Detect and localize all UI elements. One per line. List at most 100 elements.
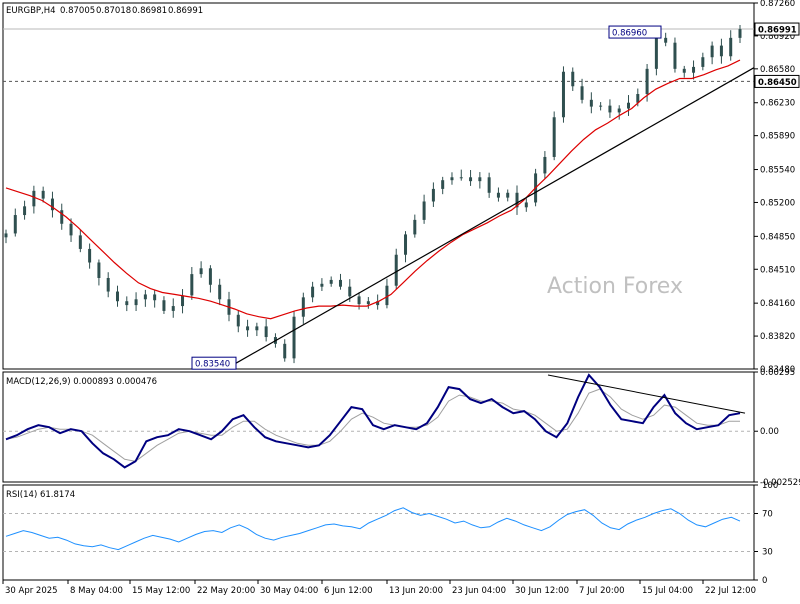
x-axis-tick-label: 15 May 12:00 [132, 586, 190, 596]
macd-y-tick-label: -0.002529 [760, 478, 800, 488]
candles-group [4, 24, 742, 364]
x-axis-tick-label: 30 Jun 12:00 [515, 586, 569, 596]
candle-body [682, 68, 686, 73]
candle-body [208, 268, 212, 285]
macd-title: MACD(12,26,9) 0.000893 0.000476 [6, 377, 157, 387]
candle-body [190, 274, 194, 296]
x-axis-tick-label: 23 Jun 04:00 [452, 586, 506, 596]
candle-body [571, 71, 575, 87]
candle-body [608, 105, 612, 113]
candle-body [441, 180, 445, 189]
candle-body [60, 210, 64, 224]
price-y-tick-label: 0.85890 [760, 132, 795, 142]
price-y-tick-label: 0.85540 [760, 166, 795, 176]
candle-body [283, 343, 287, 359]
price-y-tick-label: 0.86920 [760, 32, 795, 42]
candle-body [506, 192, 510, 198]
candle-body [599, 105, 603, 107]
candle-body [32, 190, 36, 207]
candle-body [88, 248, 92, 263]
x-axis-tick-label: 30 May 04:00 [260, 586, 318, 596]
x-axis-tick-label: 13 Jun 20:00 [389, 586, 443, 596]
rsi-y-tick-label: 100 [762, 481, 778, 491]
price-level-box [754, 22, 800, 36]
moving-average-line [5, 59, 741, 320]
candle-body [153, 294, 157, 301]
candle-body [701, 57, 705, 67]
candle-body [413, 219, 417, 235]
macd-trendline [547, 374, 746, 414]
candle-body [385, 285, 389, 306]
candle-body [366, 301, 370, 305]
rsi-title: RSI(14) 61.8174 [6, 490, 75, 500]
candle-body [524, 202, 528, 208]
candle-body [469, 177, 473, 182]
price-level-label: 0.86991 [758, 26, 797, 36]
annotation-box-high [608, 25, 662, 39]
candle-body [552, 117, 556, 157]
x-axis-tick-label: 6 Jun 12:00 [324, 586, 373, 596]
x-axis-tick-label: 22 May 20:00 [197, 586, 255, 596]
candle-body [543, 156, 547, 174]
candle-body [23, 206, 27, 216]
candle-body [487, 177, 491, 193]
rsi-y-tick-label: 0 [762, 576, 767, 586]
candle-body [106, 277, 110, 292]
ohlc-value: 0.86991 [168, 6, 203, 16]
price-frame [2, 2, 755, 370]
candle-body [450, 177, 454, 181]
candle-body [636, 94, 640, 103]
candle-body [246, 326, 250, 331]
price-y-tick-label: 0.83820 [760, 332, 795, 342]
candle-body [78, 235, 82, 249]
candle-body [292, 316, 296, 359]
candle-body [654, 37, 658, 69]
price-level-label: 0.86450 [758, 78, 797, 88]
watermark-text: Action Forex [547, 274, 683, 299]
candle-body [478, 177, 482, 182]
price-y-tick-label: 0.83480 [760, 365, 795, 375]
candle-body [431, 188, 435, 202]
price-panel: 0.87260 0.86920 0.86580 0.86230 0.85890 0.855… [2, 0, 800, 375]
macd-line [5, 373, 741, 469]
x-axis-tick-label: 30 Apr 2025 [5, 586, 58, 596]
candle-body [4, 233, 8, 238]
candle-body [264, 326, 268, 338]
price-y-tick-label: 0.84160 [760, 299, 795, 309]
rsi-line [5, 507, 741, 551]
candle-body [311, 286, 315, 298]
candle-body [329, 279, 333, 284]
candle-body [171, 306, 175, 311]
macd-y-tick-label: 0.00 [760, 427, 779, 437]
price-level-box [754, 74, 800, 88]
candle-body [645, 68, 649, 95]
candle-body [404, 234, 408, 255]
candle-body [710, 45, 714, 58]
candle-body [664, 37, 668, 43]
candle-body [459, 177, 463, 179]
candle-body [338, 279, 342, 287]
candle-body [301, 297, 305, 317]
candle-body [218, 284, 222, 300]
candle-body [692, 66, 696, 73]
candle-body [422, 201, 426, 220]
candle-body [115, 291, 119, 302]
candle-body [376, 301, 380, 306]
candle-body [320, 283, 324, 287]
price-y-tick-label: 0.86580 [760, 65, 795, 75]
ohlc-value: 0.87018 [96, 6, 131, 16]
price-title: EURGBP,H4 [6, 6, 56, 16]
candle-body [394, 254, 398, 286]
time-axis: 30 Apr 2025 8 May 04:00 15 May 12:00 22 May… [2, 579, 756, 596]
x-axis-tick-label: 15 Jul 04:00 [642, 586, 693, 596]
candle-body [738, 29, 742, 38]
candle-body [617, 108, 621, 113]
candle-body [719, 45, 723, 57]
candle-body [143, 294, 147, 300]
candle-body [69, 223, 73, 236]
candle-body [673, 42, 677, 69]
annotation-label-high: 0.86960 [612, 29, 647, 39]
candle-body [627, 102, 631, 109]
price-y-tick-label: 0.87260 [760, 0, 795, 9]
